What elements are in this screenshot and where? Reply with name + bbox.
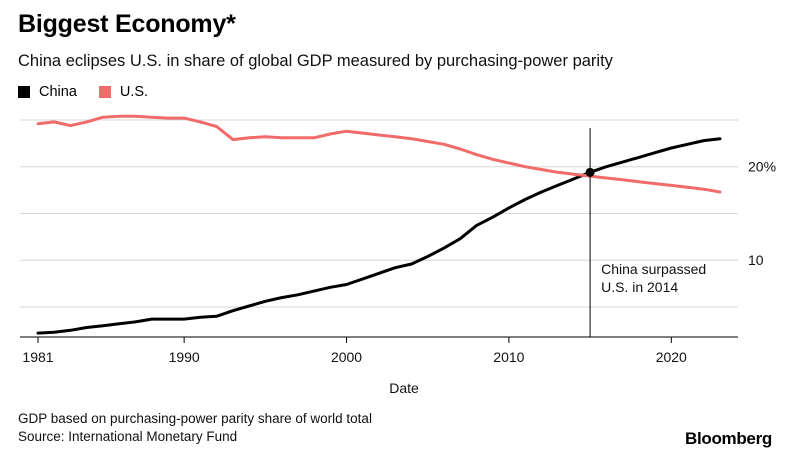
chart-subtitle: China eclipses U.S. in share of global G…: [18, 52, 613, 70]
legend-swatch-china: [18, 86, 30, 98]
series-line-china: [36, 137, 722, 335]
x-axis-title: Date: [389, 380, 419, 396]
chart-title: Biggest Economy*: [18, 10, 236, 38]
bloomberg-logo: Bloomberg: [684, 429, 772, 448]
crossover-point: [585, 167, 595, 177]
legend-item-china: China: [18, 84, 77, 100]
legend-label-china: China: [39, 84, 77, 100]
x-tick-label-2010: 2010: [493, 349, 524, 365]
line-chart: 1981 1990 2000 2010 2020 10 20% Date China surpa…: [20, 114, 776, 396]
legend-swatch-us: [98, 86, 111, 98]
x-tick-label-2000: 2000: [331, 349, 362, 365]
x-tick-label-1981: 1981: [22, 349, 53, 365]
x-tick-label-2020: 2020: [656, 349, 687, 365]
series-line-us: [36, 114, 722, 194]
legend-label-us: U.S.: [119, 84, 149, 100]
legend: China U.S.: [18, 84, 170, 100]
chart-footer: GDP based on purchasing-power parity sha…: [18, 410, 372, 446]
legend-item-us: U.S.: [98, 84, 149, 100]
source-note: Source: International Monetary Fund: [18, 429, 238, 444]
x-tick-label-1990: 1990: [169, 349, 200, 365]
annotation-text-1: U.S. in 2014: [601, 279, 678, 295]
footnote: GDP based on purchasing-power parity sha…: [18, 411, 372, 426]
y-tick-label-10: 10: [748, 252, 764, 268]
annotation-text-0: China surpassed: [601, 261, 706, 277]
y-tick-label-20: 20%: [748, 159, 776, 175]
